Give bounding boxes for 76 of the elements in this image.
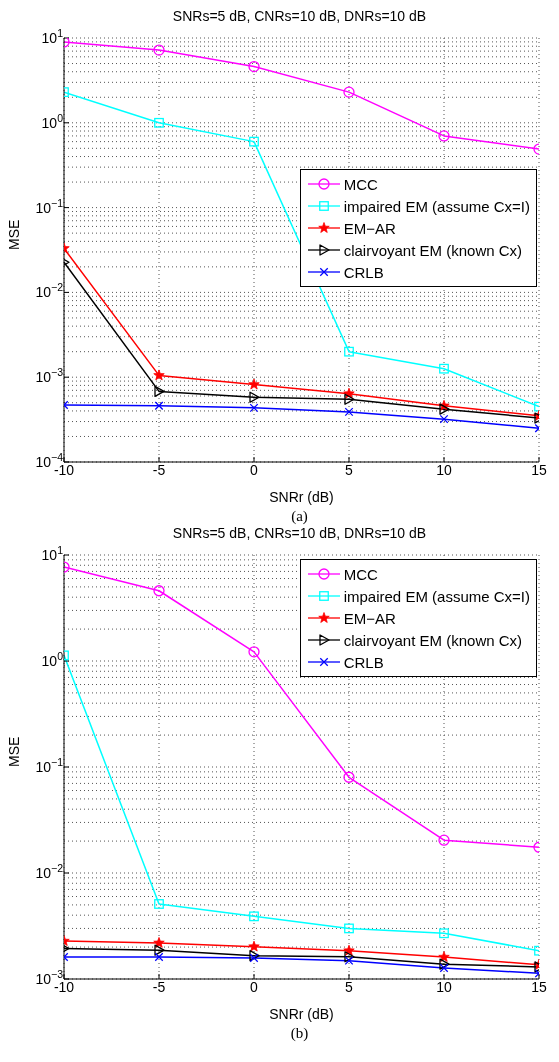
point bbox=[343, 771, 355, 783]
y-tick-label: 10$^{−1}$ bbox=[35, 196, 64, 216]
point bbox=[249, 403, 259, 413]
x-tick-label: -5 bbox=[152, 979, 166, 995]
y-tick-label: 10$^{−1}$ bbox=[35, 756, 64, 775]
x-axis-title: SNRr (dB) bbox=[269, 1006, 334, 1022]
legend-label: clairvoyant EM (known Cx) bbox=[343, 631, 523, 649]
point bbox=[154, 952, 164, 962]
point bbox=[154, 944, 165, 956]
x-tick-label: 10 bbox=[436, 979, 452, 995]
x-tick-label: -10 bbox=[53, 462, 75, 478]
point bbox=[153, 585, 165, 597]
y-tick-label: 10$^{0}$ bbox=[41, 111, 64, 131]
point bbox=[153, 369, 165, 381]
y-tick-label: 10$^{1}$ bbox=[41, 544, 64, 563]
point bbox=[438, 834, 450, 846]
x-tick-label: -5 bbox=[152, 462, 166, 478]
point bbox=[439, 963, 449, 973]
legend-label: impaired EM (assume Cx=I) bbox=[343, 587, 530, 605]
y-axis-title: MSE bbox=[5, 219, 22, 250]
point bbox=[343, 387, 355, 399]
point bbox=[343, 86, 355, 98]
legend-label: impaired EM (assume Cx=I) bbox=[343, 197, 530, 215]
point bbox=[344, 346, 354, 357]
point bbox=[154, 401, 164, 411]
y-tick-label: 10$^{1}$ bbox=[41, 27, 64, 46]
x-axis-title: SNRr (dB) bbox=[269, 489, 334, 505]
point bbox=[154, 117, 164, 128]
point bbox=[249, 136, 259, 147]
y-tick-label: 10$^{0}$ bbox=[41, 650, 64, 669]
point bbox=[438, 951, 450, 962]
legend-label: MCC bbox=[343, 565, 378, 583]
y-axis-title: MSE bbox=[5, 736, 22, 767]
text: (a) bbox=[290, 508, 309, 525]
chart-title: SNRs=5 dB, CNRs=10 dB, DNRs=10 dB bbox=[171, 525, 428, 543]
point bbox=[248, 60, 260, 73]
point bbox=[439, 928, 449, 939]
y-tick-label: 10$^{−2}$ bbox=[35, 281, 64, 301]
point bbox=[154, 899, 164, 909]
point bbox=[344, 393, 355, 405]
point bbox=[344, 407, 354, 417]
x-tick-label: 5 bbox=[345, 979, 354, 995]
point bbox=[248, 646, 260, 658]
x-tick-label: 0 bbox=[250, 462, 259, 478]
legend-label: CRLB bbox=[343, 263, 384, 281]
x-tick-label: -10 bbox=[53, 979, 75, 995]
legend-label: MCC bbox=[343, 175, 378, 193]
point bbox=[438, 130, 450, 142]
x-tick-label: 15 bbox=[531, 462, 547, 478]
point bbox=[344, 923, 354, 934]
text: (b) bbox=[289, 1025, 310, 1042]
point bbox=[439, 363, 449, 374]
legend-label: CRLB bbox=[343, 653, 384, 671]
point bbox=[248, 940, 260, 952]
point bbox=[344, 956, 354, 966]
point bbox=[439, 403, 450, 415]
x-tick-label: 5 bbox=[345, 462, 354, 478]
y-tick-label: 10$^{−2}$ bbox=[35, 862, 64, 881]
point bbox=[439, 958, 450, 970]
legend-label: EM−AR bbox=[343, 219, 396, 237]
point bbox=[153, 937, 165, 948]
point bbox=[343, 944, 355, 956]
point bbox=[154, 385, 165, 398]
point bbox=[248, 378, 260, 390]
legend-label: clairvoyant EM (known Cx) bbox=[343, 241, 523, 259]
point bbox=[249, 391, 260, 403]
x-tick-label: 0 bbox=[250, 979, 259, 995]
chart-title: SNRs=5 dB, CNRs=10 dB, DNRs=10 dB bbox=[171, 8, 428, 26]
legend-label: EM−AR bbox=[343, 609, 396, 627]
point bbox=[344, 951, 355, 963]
x-tick-label: 15 bbox=[531, 979, 547, 995]
point bbox=[153, 44, 165, 56]
point bbox=[249, 911, 259, 922]
x-tick-label: 10 bbox=[436, 462, 452, 478]
y-tick-label: 10$^{−3}$ bbox=[35, 366, 64, 386]
point bbox=[439, 414, 449, 424]
